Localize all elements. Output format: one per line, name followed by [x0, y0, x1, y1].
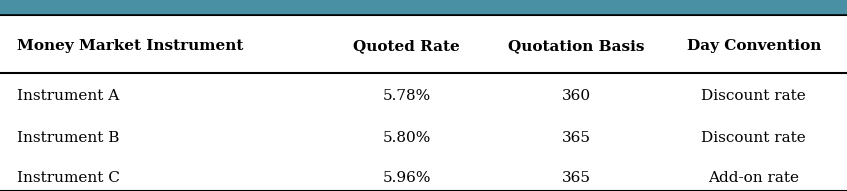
Text: Discount rate: Discount rate	[701, 88, 806, 103]
Text: Discount rate: Discount rate	[701, 130, 806, 145]
Text: 360: 360	[562, 88, 590, 103]
Text: Day Convention: Day Convention	[687, 39, 821, 53]
Text: 5.96%: 5.96%	[382, 171, 431, 185]
Text: 5.78%: 5.78%	[383, 88, 430, 103]
Text: 5.80%: 5.80%	[382, 130, 431, 145]
Text: Instrument A: Instrument A	[17, 88, 119, 103]
Text: Instrument B: Instrument B	[17, 130, 119, 145]
Text: Quotation Basis: Quotation Basis	[507, 39, 645, 53]
FancyBboxPatch shape	[0, 0, 847, 13]
Text: 365: 365	[562, 171, 590, 185]
Text: Quoted Rate: Quoted Rate	[353, 39, 460, 53]
Text: Money Market Instrument: Money Market Instrument	[17, 39, 243, 53]
Text: 365: 365	[562, 130, 590, 145]
Text: Instrument C: Instrument C	[17, 171, 119, 185]
Text: Add-on rate: Add-on rate	[708, 171, 800, 185]
